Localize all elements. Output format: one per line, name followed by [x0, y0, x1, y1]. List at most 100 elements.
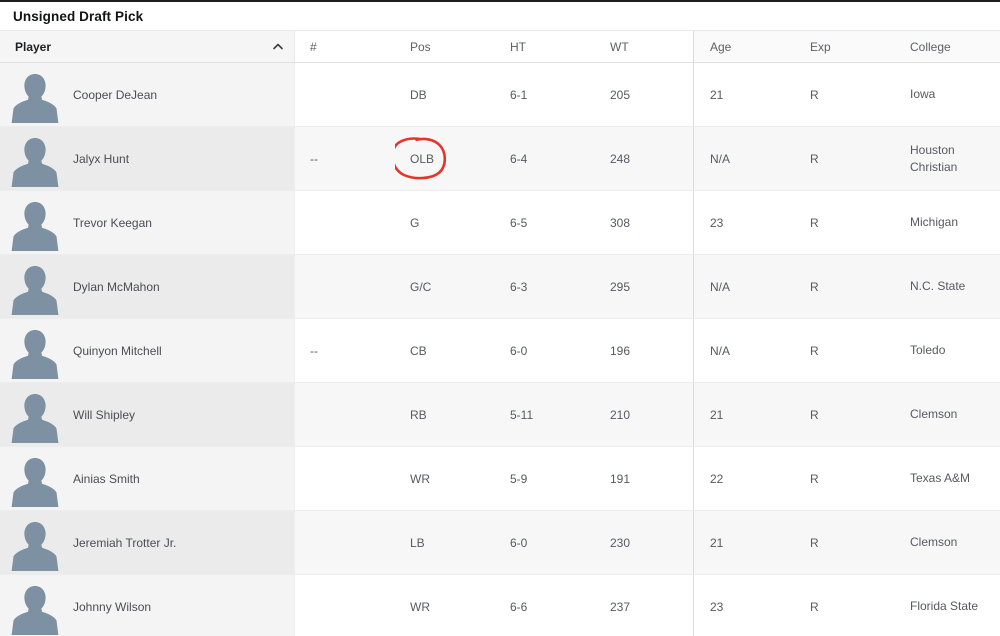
pos-value: OLB — [410, 151, 435, 166]
pos-value: CB — [410, 343, 427, 358]
cell-ht: 5-9 — [495, 447, 595, 510]
section-title-bar: Unsigned Draft Pick — [0, 2, 1000, 30]
cell-ht: 6-6 — [495, 575, 595, 636]
table-row[interactable]: Quinyon Mitchell -- CB 6-0 196 N/A R Tol… — [0, 319, 1000, 383]
cell-age: 23 — [693, 575, 795, 636]
cell-num — [295, 191, 395, 254]
table-row[interactable]: Dylan McMahon G/C 6-3 295 N/A R N.C. Sta… — [0, 255, 1000, 319]
cell-age: 21 — [693, 63, 795, 126]
player-cell: Will Shipley — [0, 383, 295, 446]
cell-age: N/A — [693, 255, 795, 318]
cell-num — [295, 447, 395, 510]
player-name[interactable]: Jeremiah Trotter Jr. — [73, 535, 177, 550]
column-header-age[interactable]: Age — [693, 31, 795, 62]
pos-value: G — [410, 215, 420, 230]
cell-wt: 210 — [595, 383, 693, 446]
cell-wt: 230 — [595, 511, 693, 574]
player-avatar-silhouette-icon — [8, 327, 62, 379]
table-row[interactable]: Jalyx Hunt -- OLB 6-4 248 N/A R Houston … — [0, 127, 1000, 191]
player-avatar-silhouette-icon — [8, 135, 62, 187]
cell-pos: LB — [395, 511, 495, 574]
cell-age: N/A — [693, 319, 795, 382]
player-name[interactable]: Ainias Smith — [73, 471, 140, 486]
player-cell: Cooper DeJean — [0, 63, 295, 126]
cell-college: Toledo — [895, 319, 1000, 382]
cell-age: 23 — [693, 191, 795, 254]
cell-wt: 248 — [595, 127, 693, 190]
player-name[interactable]: Will Shipley — [73, 407, 136, 422]
player-name[interactable]: Trevor Keegan — [73, 215, 152, 230]
player-cell: Quinyon Mitchell — [0, 319, 295, 382]
player-avatar-silhouette-icon — [8, 199, 62, 251]
cell-college: Florida State — [895, 575, 1000, 636]
cell-college: Texas A&M — [895, 447, 1000, 510]
cell-college: N.C. State — [895, 255, 1000, 318]
cell-college: Clemson — [895, 383, 1000, 446]
cell-pos: G/C — [395, 255, 495, 318]
table-row[interactable]: Ainias Smith WR 5-9 191 22 R Texas A&M — [0, 447, 1000, 511]
pos-value: WR — [410, 599, 430, 614]
table-row[interactable]: Johnny Wilson WR 6-6 237 23 R Florida St… — [0, 575, 1000, 636]
cell-ht: 6-0 — [495, 511, 595, 574]
column-header-exp[interactable]: Exp — [795, 31, 895, 62]
player-avatar-silhouette-icon — [8, 263, 62, 315]
player-avatar-silhouette-icon — [8, 391, 62, 443]
cell-wt: 308 — [595, 191, 693, 254]
player-cell: Jeremiah Trotter Jr. — [0, 511, 295, 574]
cell-pos: G — [395, 191, 495, 254]
cell-pos: CB — [395, 319, 495, 382]
table-body: Cooper DeJean DB 6-1 205 21 R Iowa Jalyx… — [0, 63, 1000, 636]
table-header-row: Player # Pos HT WT Age Exp College — [0, 30, 1000, 63]
cell-wt: 237 — [595, 575, 693, 636]
pos-value: LB — [410, 535, 425, 550]
cell-exp: R — [795, 63, 895, 126]
cell-exp: R — [795, 127, 895, 190]
table-row[interactable]: Jeremiah Trotter Jr. LB 6-0 230 21 R Cle… — [0, 511, 1000, 575]
column-header-pos[interactable]: Pos — [395, 31, 495, 62]
cell-exp: R — [795, 447, 895, 510]
player-name[interactable]: Cooper DeJean — [73, 87, 158, 102]
cell-ht: 6-5 — [495, 191, 595, 254]
cell-age: 21 — [693, 511, 795, 574]
cell-exp: R — [795, 511, 895, 574]
cell-wt: 205 — [595, 63, 693, 126]
cell-ht: 6-4 — [495, 127, 595, 190]
cell-college: Michigan — [895, 191, 1000, 254]
player-cell: Dylan McMahon — [0, 255, 295, 318]
table-row[interactable]: Will Shipley RB 5-11 210 21 R Clemson — [0, 383, 1000, 447]
column-header-ht[interactable]: HT — [495, 31, 595, 62]
player-cell: Ainias Smith — [0, 447, 295, 510]
pos-value: RB — [410, 407, 427, 422]
cell-pos: RB — [395, 383, 495, 446]
player-name[interactable]: Johnny Wilson — [73, 599, 152, 614]
player-avatar-silhouette-icon — [8, 583, 62, 635]
cell-num: -- — [295, 127, 395, 190]
cell-college: Houston Christian — [895, 127, 1000, 190]
cell-num: -- — [295, 319, 395, 382]
player-avatar-silhouette-icon — [8, 519, 62, 571]
cell-num — [295, 255, 395, 318]
cell-ht: 5-11 — [495, 383, 595, 446]
player-name[interactable]: Dylan McMahon — [73, 279, 160, 294]
cell-exp: R — [795, 319, 895, 382]
table-row[interactable]: Trevor Keegan G 6-5 308 23 R Michigan — [0, 191, 1000, 255]
pos-value: WR — [410, 471, 430, 486]
cell-exp: R — [795, 191, 895, 254]
column-header-player-label: Player — [15, 39, 52, 54]
column-header-college[interactable]: College — [895, 31, 1000, 62]
cell-num — [295, 63, 395, 126]
column-header-num[interactable]: # — [295, 31, 395, 62]
player-cell: Trevor Keegan — [0, 191, 295, 254]
pos-value: G/C — [410, 279, 432, 294]
player-name[interactable]: Quinyon Mitchell — [73, 343, 162, 358]
cell-wt: 295 — [595, 255, 693, 318]
column-header-wt[interactable]: WT — [595, 31, 693, 62]
cell-num — [295, 511, 395, 574]
cell-num — [295, 575, 395, 636]
table-row[interactable]: Cooper DeJean DB 6-1 205 21 R Iowa — [0, 63, 1000, 127]
player-name[interactable]: Jalyx Hunt — [73, 151, 130, 166]
column-header-player[interactable]: Player — [0, 31, 295, 62]
cell-wt: 196 — [595, 319, 693, 382]
cell-age: 22 — [693, 447, 795, 510]
